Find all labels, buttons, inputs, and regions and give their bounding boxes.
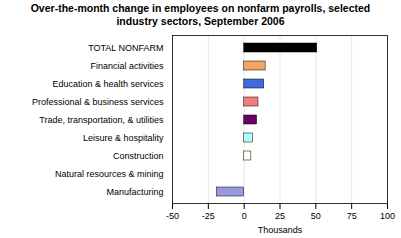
svg-text:Professional & business servic: Professional & business services — [32, 97, 164, 107]
svg-text:Financial activities: Financial activities — [90, 61, 164, 71]
svg-text:50: 50 — [311, 211, 321, 221]
svg-text:TOTAL NONFARM: TOTAL NONFARM — [88, 43, 163, 53]
html-text:Over-the-month change in emplo: Over-the-month change in employees on no… — [30, 2, 371, 27]
svg-text:Trade, transportation, & utili: Trade, transportation, & utilities — [39, 115, 164, 125]
svg-text:-25: -25 — [202, 211, 215, 221]
svg-text:Natural resources & mining: Natural resources & mining — [55, 169, 164, 179]
svg-text:Construction: Construction — [113, 151, 164, 161]
svg-text:0: 0 — [242, 211, 247, 221]
svg-text:100: 100 — [380, 211, 395, 221]
svg-text:Thousands: Thousands — [258, 225, 303, 235]
svg-text:-50: -50 — [166, 211, 179, 221]
svg-text:Education & health services: Education & health services — [52, 79, 164, 89]
svg-text:25: 25 — [275, 211, 285, 221]
svg-text:Leisure & hospitality: Leisure & hospitality — [83, 133, 164, 143]
svg-text:75: 75 — [347, 211, 357, 221]
svg-text:Manufacturing: Manufacturing — [106, 187, 163, 197]
